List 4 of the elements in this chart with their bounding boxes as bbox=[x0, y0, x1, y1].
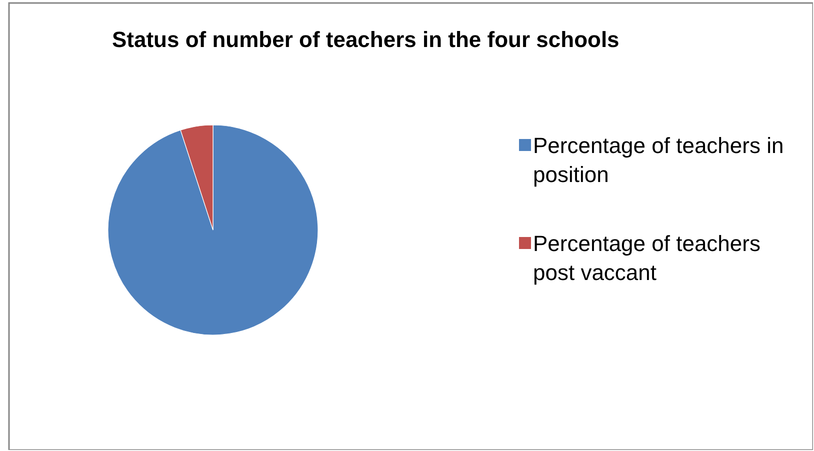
legend-label: Percentage of teachers in position bbox=[533, 133, 784, 187]
legend-label: Percentage of teachers post vaccant bbox=[533, 231, 760, 285]
chart-title: Status of number of teachers in the four schools bbox=[112, 27, 620, 52]
pie-slice bbox=[108, 124, 318, 336]
